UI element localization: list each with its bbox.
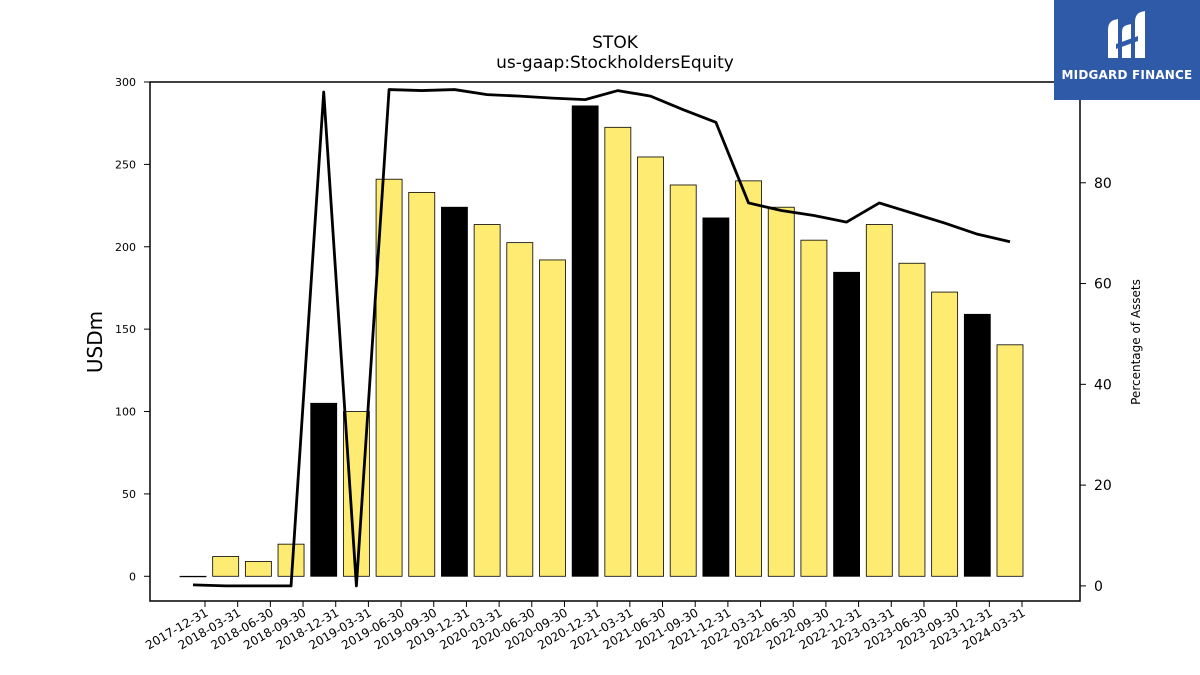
bar-2022-09-30 [800,239,828,577]
bar-2019-06-30 [375,178,403,577]
y-tick-label: 200 [115,241,136,254]
chart-title: STOK [592,33,639,53]
x-axis: 2017-12-312018-03-312018-06-302018-09-30… [143,601,1028,652]
bar-2018-06-30 [244,561,272,577]
logo-text: MIDGARD FINANCE [1061,68,1193,82]
bar-2022-06-30 [767,206,795,577]
y2-tick-label: 0 [1094,579,1103,595]
bar-2020-12-31 [571,105,599,577]
bar-2021-03-31 [604,126,632,577]
bar-2018-12-31 [310,402,338,577]
bar-2021-12-31 [702,217,730,577]
bar-2022-03-31 [735,180,762,577]
midgard-finance-logo: MIDGARD FINANCE [1054,0,1200,100]
bar-2021-09-30 [669,184,697,577]
plot-frame [149,81,1081,602]
y-tick-label: 250 [115,158,136,171]
bar-2023-06-30 [898,262,926,577]
y-axis-label: USDm [83,311,107,373]
bar-2020-06-30 [506,242,534,577]
bar-2017-12-31 [179,575,207,578]
y-tick-label: 150 [115,323,136,336]
bar-2019-09-30 [408,191,436,577]
y-tick-label: 0 [129,570,136,583]
bar-2023-09-30 [931,291,959,577]
bar-2022-12-31 [833,271,860,577]
y-tick-label: 300 [115,76,136,89]
line-layer [192,88,1011,588]
y2-axis-label: Percentage of Assets [1129,279,1143,405]
bar-2024-03-31 [996,344,1024,577]
midgard-logo-icon [1108,11,1145,58]
bar-2023-12-31 [963,313,991,577]
y-axis-right: 0 20 40 60 80 [1080,176,1112,595]
chart-subtitle: us-gaap:StockholdersEquity [496,53,734,73]
y2-tick-label: 40 [1094,377,1112,393]
y2-tick-label: 20 [1094,478,1112,494]
percentage-of-assets-line [192,88,1011,588]
bar-2021-06-30 [637,156,664,577]
y-tick-label: 50 [122,488,136,501]
y-tick-label: 100 [115,406,136,419]
bar-group [179,105,1024,578]
y-axis-left: 0 50 100 150 200 250 300 [115,76,150,583]
y2-tick-label: 80 [1094,176,1112,192]
bar-2018-03-31 [212,556,240,577]
y2-tick-label: 60 [1094,277,1112,293]
bar-2020-09-30 [539,259,566,577]
bar-2019-12-31 [441,206,468,577]
bar-2023-03-31 [865,224,893,577]
bar-2020-03-31 [473,224,501,577]
